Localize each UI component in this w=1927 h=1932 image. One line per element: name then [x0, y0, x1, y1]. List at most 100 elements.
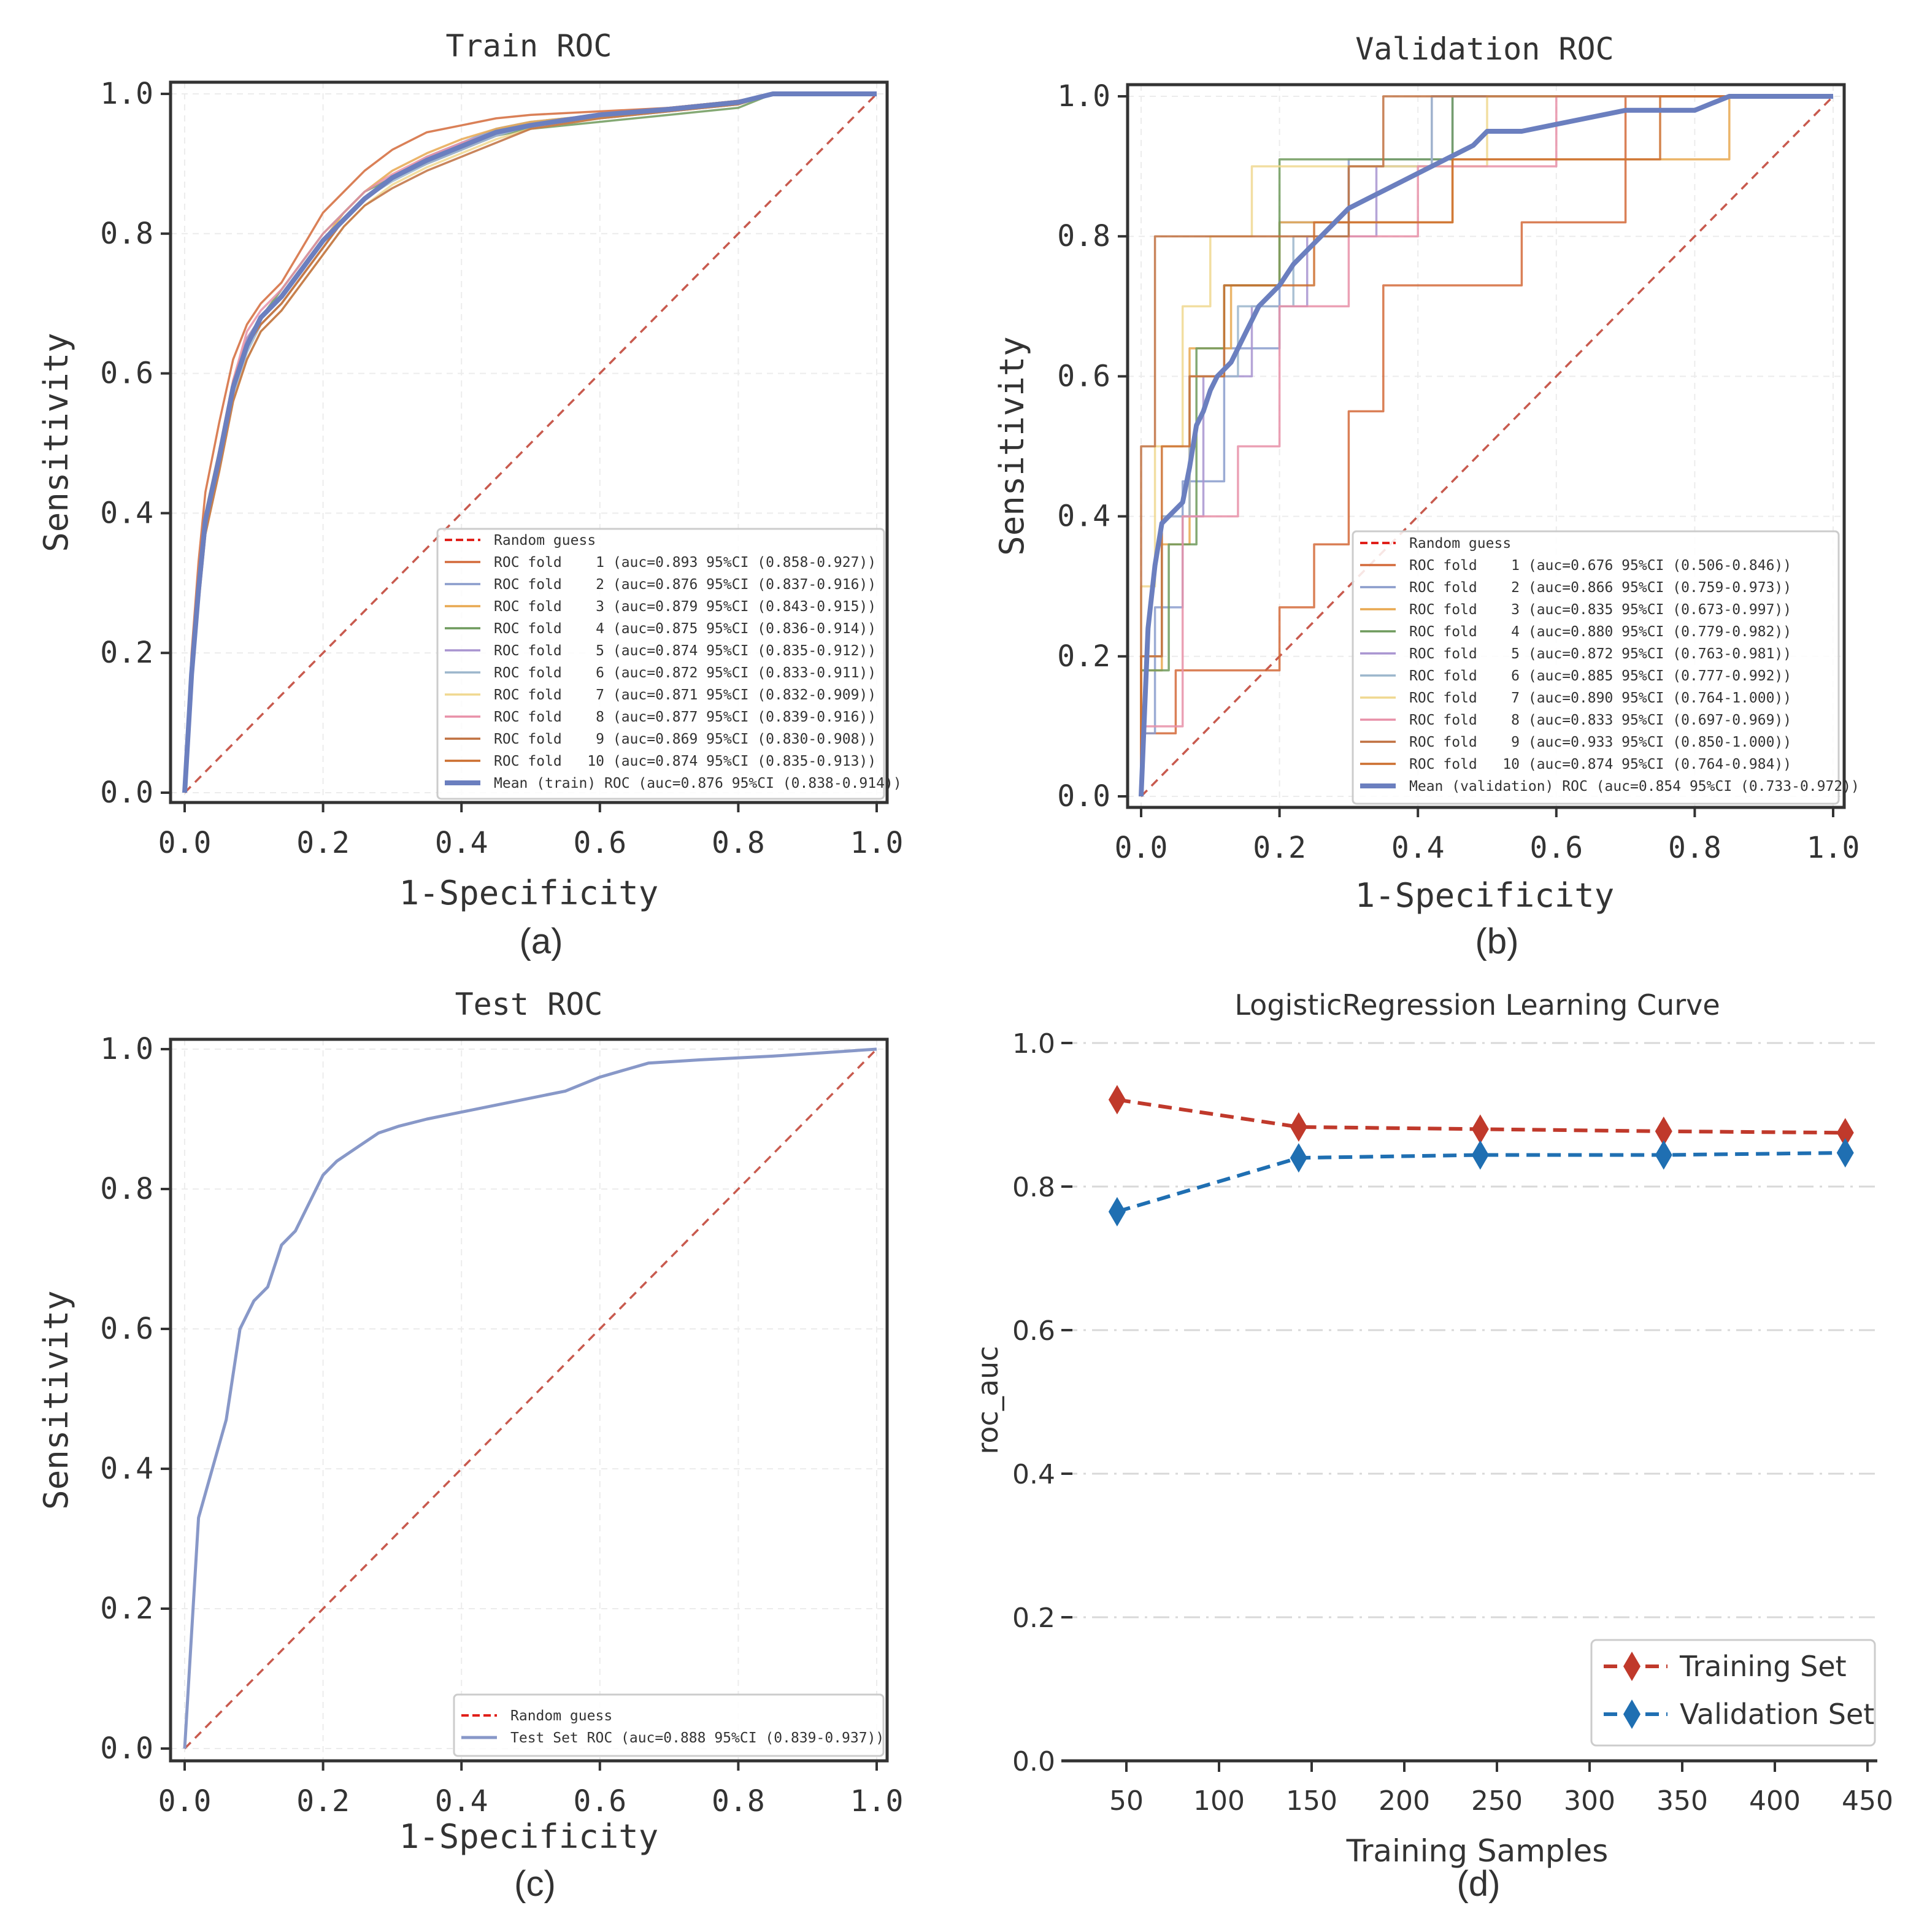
y-axis-label: Sensitivity: [993, 336, 1031, 556]
x-tick-label: 0.8: [1668, 831, 1721, 865]
legend-roc-fold-10-label: ROC fold 10 (auc=0.874 95%CI (0.835-0.91…: [494, 753, 876, 769]
y-tick-label: 0.6: [1057, 359, 1110, 393]
y-tick-label: 1.0: [1057, 79, 1110, 114]
legend-test-roc-label: Test Set ROC (auc=0.888 95%CI (0.839-0.9…: [510, 1730, 884, 1746]
legend-roc-fold-3-label: ROC fold 3 (auc=0.835 95%CI (0.673-0.997…: [1409, 602, 1791, 618]
x-axis-label: 1-Specificity: [399, 874, 659, 912]
y-tick-label: 0.0: [100, 775, 153, 810]
x-tick-label: 0.2: [1253, 831, 1306, 865]
legend-roc-fold-5-label: ROC fold 5 (auc=0.872 95%CI (0.763-0.981…: [1409, 646, 1791, 662]
y-tick-label: 0.0: [100, 1731, 153, 1766]
x-tick-label: 250: [1471, 1785, 1523, 1817]
validation-set-marker: [1290, 1143, 1307, 1173]
y-tick-label: 1.0: [1012, 1028, 1055, 1060]
mean-roc-line: [1139, 94, 1833, 797]
legend-roc-fold-1-label: ROC fold 1 (auc=0.676 95%CI (0.506-0.846…: [1409, 558, 1791, 574]
y-axis-label: roc_auc: [971, 1346, 1004, 1455]
caption-d: (d): [1457, 1864, 1501, 1904]
y-tick-label: 1.0: [100, 77, 153, 111]
legend-roc-fold-7-label: ROC fold 7 (auc=0.890 95%CI (0.764-1.000…: [1409, 690, 1791, 706]
x-tick-label: 0.4: [435, 826, 488, 860]
panel-train-roc: Train ROC 0.00.0 0.2 0.2 0.4 0.4 0.6 0.6 0.8 0.8…: [37, 28, 903, 961]
chart-title: Test ROC: [455, 987, 603, 1022]
y-tick-label: 0.8: [100, 217, 153, 251]
y-tick-label: 0.0: [1012, 1746, 1055, 1777]
panel-validation-roc: Validation ROC 0.00.00.20.20.40.40.60.60…: [993, 31, 1860, 961]
roc-fold-1-line: [183, 93, 877, 793]
legend-validation-set-marker: [1623, 1699, 1640, 1729]
random-guess-line: [1140, 95, 1834, 798]
x-tick-label: 50: [1109, 1785, 1144, 1817]
legend: Random guess Test Set ROC (auc=0.888 95%C…: [453, 1693, 885, 1757]
roc-fold-9-line: [1140, 95, 1833, 796]
legend-roc-fold-2-label: ROC fold 2 (auc=0.876 95%CI (0.837-0.916…: [494, 577, 876, 593]
legend-roc-fold-5-label: ROC fold 5 (auc=0.874 95%CI (0.835-0.912…: [494, 643, 876, 659]
y-axis-label: Sensitivity: [37, 1290, 75, 1510]
x-axis-label: 1-Specificity: [399, 1817, 659, 1856]
x-tick-label: 0.0: [1115, 831, 1168, 865]
x-axis-label: 1-Specificity: [1355, 876, 1615, 915]
ticks: 0.0 0.2 0.4 0.6 0.8 1.0 50 100 150 200 250 300 350 40…: [1012, 1028, 1893, 1817]
legend-roc-fold-6-label: ROC fold 6 (auc=0.885 95%CI (0.777-0.992…: [1409, 668, 1791, 684]
legend-training-set-label: Training Set: [1679, 1650, 1847, 1683]
x-tick-label: 0.2: [296, 826, 350, 860]
x-tick-label: 300: [1564, 1785, 1615, 1817]
legend-roc-fold-8-label: ROC fold 8 (auc=0.833 95%CI (0.697-0.969…: [1409, 712, 1791, 728]
legend-roc-fold-3-label: ROC fold 3 (auc=0.879 95%CI (0.843-0.915…: [494, 599, 876, 615]
training-set-marker: [1655, 1116, 1672, 1146]
legend-training-set-marker: [1623, 1652, 1640, 1681]
roc-fold-1-line: [1140, 95, 1833, 796]
legend-roc-fold-8-label: ROC fold 8 (auc=0.877 95%CI (0.839-0.916…: [494, 709, 876, 725]
y-tick-label: 0.8: [1057, 219, 1110, 253]
x-tick-label: 0.2: [296, 1784, 350, 1818]
caption-a: (a): [520, 922, 563, 961]
validation-set-marker: [1655, 1140, 1672, 1170]
x-tick-label: 0.4: [1391, 831, 1445, 865]
plot-lines: [1108, 1085, 1854, 1226]
chart-title: Train ROC: [446, 28, 612, 64]
y-tick-label: 0.2: [1057, 639, 1110, 674]
legend-random-guess-label: Random guess: [1409, 536, 1511, 552]
ticks: 0.00.0 0.2 0.2 0.4 0.4 0.6 0.6 0.8 0.8 1.0 1.0: [100, 1032, 903, 1818]
x-tick-label: 0.4: [435, 1784, 488, 1818]
x-tick-label: 0.0: [158, 1784, 212, 1818]
legend-roc-fold-6-label: ROC fold 6 (auc=0.872 95%CI (0.833-0.911…: [494, 665, 876, 681]
roc-fold-9-line: [183, 93, 877, 793]
validation-set-marker: [1108, 1196, 1126, 1226]
random-guess-line: [183, 1048, 878, 1750]
y-tick-label: 0.2: [1012, 1603, 1055, 1634]
training-set-marker: [1836, 1118, 1854, 1148]
legend-box: [453, 1693, 885, 1757]
y-tick-label: 0.0: [1057, 779, 1110, 814]
x-tick-label: 0.0: [158, 826, 212, 860]
validation-set-line: [1117, 1151, 1845, 1214]
validation-set-marker: [1471, 1140, 1489, 1170]
y-tick-label: 0.4: [1057, 499, 1110, 534]
legend-roc-fold-9-label: ROC fold 9 (auc=0.933 95%CI (0.850-1.000…: [1409, 734, 1791, 750]
training-set-marker: [1108, 1085, 1126, 1115]
panel-test-roc: Test ROC 0.00.0 0.2 0.2 0.4 0.4 0.6 0.6 0.8 0.8 1…: [37, 987, 903, 1904]
legend-box: [1352, 530, 1840, 805]
legend-roc-fold-10-label: ROC fold 10 (auc=0.874 95%CI (0.764-0.98…: [1409, 756, 1791, 772]
y-tick-label: 1.0: [100, 1032, 153, 1066]
x-tick-label: 0.8: [712, 826, 765, 860]
roc-fold-10-line: [1140, 95, 1833, 796]
y-tick-label: 0.6: [1012, 1315, 1055, 1347]
x-tick-label: 0.6: [573, 826, 626, 860]
roc-fold-8-line: [1140, 95, 1833, 796]
legend-random-guess-label: Random guess: [510, 1708, 612, 1724]
x-tick-label: 0.6: [573, 1784, 626, 1818]
training-set-marker: [1290, 1112, 1307, 1142]
legend: Random guess ROC fold 1 (auc=0.893 95%CI …: [436, 528, 902, 800]
x-tick-label: 1.0: [1807, 831, 1860, 865]
y-tick-label: 0.4: [1012, 1459, 1055, 1490]
y-tick-label: 0.2: [100, 1591, 153, 1626]
x-tick-label: 100: [1193, 1785, 1245, 1817]
x-tick-label: 200: [1379, 1785, 1430, 1817]
legend-validation-set-label: Validation Set: [1680, 1698, 1874, 1731]
plot-frame: [169, 1037, 889, 1763]
legend-roc-fold-9-label: ROC fold 9 (auc=0.869 95%CI (0.830-0.908…: [494, 731, 876, 747]
y-tick-label: 0.4: [100, 1452, 153, 1486]
legend-random-guess-label: Random guess: [494, 533, 596, 548]
